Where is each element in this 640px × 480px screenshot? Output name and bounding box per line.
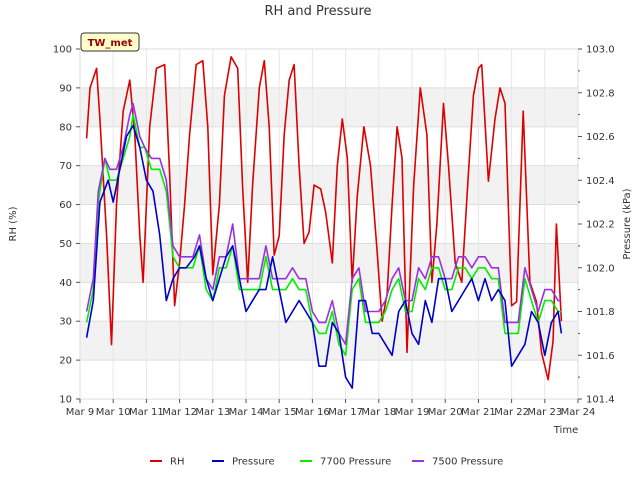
x-tick-label: Mar 22 — [494, 407, 529, 418]
legend: RH Pressure 7700 Pressure 7500 Pressure — [150, 457, 503, 468]
x-axis-label: Time — [553, 425, 578, 436]
y2-axis-label: Pressure (kPa) — [622, 188, 633, 259]
legend-label: Pressure — [232, 457, 275, 468]
y-tick-label: 30 — [59, 317, 72, 328]
y-tick-label: 90 — [59, 83, 72, 94]
plot-band — [80, 243, 578, 283]
series-line-7500-pressure — [85, 102, 562, 346]
y2-tick-label: 102.6 — [586, 132, 615, 143]
x-tick-label: Mar 21 — [461, 407, 496, 418]
y-tick-label: 20 — [59, 356, 72, 367]
left-axis: 10 20 30 40 50 60 70 80 90 100 — [53, 45, 80, 406]
x-tick-label: Mar 19 — [395, 407, 430, 418]
x-tick-label: Mar 16 — [295, 407, 330, 418]
x-tick-label: Mar 14 — [229, 407, 264, 418]
series-lines — [85, 55, 563, 389]
series-line-pressure — [85, 124, 563, 389]
x-tick-label: Mar 13 — [195, 407, 230, 418]
y-tick-label: 40 — [59, 278, 72, 289]
y-tick-label: 60 — [59, 200, 72, 211]
x-tick-label: Mar 18 — [361, 407, 396, 418]
y-tick-label: 80 — [59, 122, 72, 133]
y2-tick-label: 102.2 — [586, 220, 615, 231]
legend-label: 7700 Pressure — [320, 457, 391, 468]
y2-tick-label: 101.4 — [586, 395, 615, 406]
annotation-text: TW_met — [88, 38, 133, 49]
x-tick-label: Mar 10 — [96, 407, 131, 418]
y-tick-label: 100 — [53, 45, 72, 56]
legend-label: RH — [170, 457, 184, 468]
y-tick-label: 70 — [59, 161, 72, 172]
y2-tick-label: 102.0 — [586, 263, 615, 274]
x-tick-label: Mar 12 — [162, 407, 197, 418]
y-axis-label: RH (%) — [8, 206, 19, 241]
plot-band — [80, 87, 578, 127]
y2-tick-label: 102.8 — [586, 88, 615, 99]
x-tick-label: Mar 23 — [527, 407, 562, 418]
plot-band — [80, 165, 578, 205]
y2-tick-label: 103.0 — [586, 45, 615, 56]
y2-tick-label: 101.6 — [586, 351, 615, 362]
chart-title: RH and Pressure — [264, 4, 371, 19]
series-line-7700-pressure — [85, 113, 562, 357]
x-tick-label: Mar 11 — [129, 407, 164, 418]
x-tick-label: Mar 9 — [66, 407, 94, 418]
y2-tick-label: 102.4 — [586, 176, 615, 187]
annotation-box — [80, 32, 140, 52]
right-axis: 101.4 101.6 101.8 102.0 102.2 102.4 102.6 102.8… — [578, 45, 615, 406]
series-line-rh — [85, 55, 563, 381]
y2-tick-label: 101.8 — [586, 307, 615, 318]
y-tick-label: 10 — [59, 395, 72, 406]
annotation-badge: TW_met — [80, 32, 140, 52]
y-tick-label: 50 — [59, 239, 72, 250]
x-tick-label: Mar 24 — [561, 407, 596, 418]
x-tick-label: Mar 15 — [262, 407, 297, 418]
x-tick-label: Mar 20 — [428, 407, 463, 418]
legend-label: 7500 Pressure — [432, 457, 503, 468]
x-tick-label: Mar 17 — [328, 407, 363, 418]
